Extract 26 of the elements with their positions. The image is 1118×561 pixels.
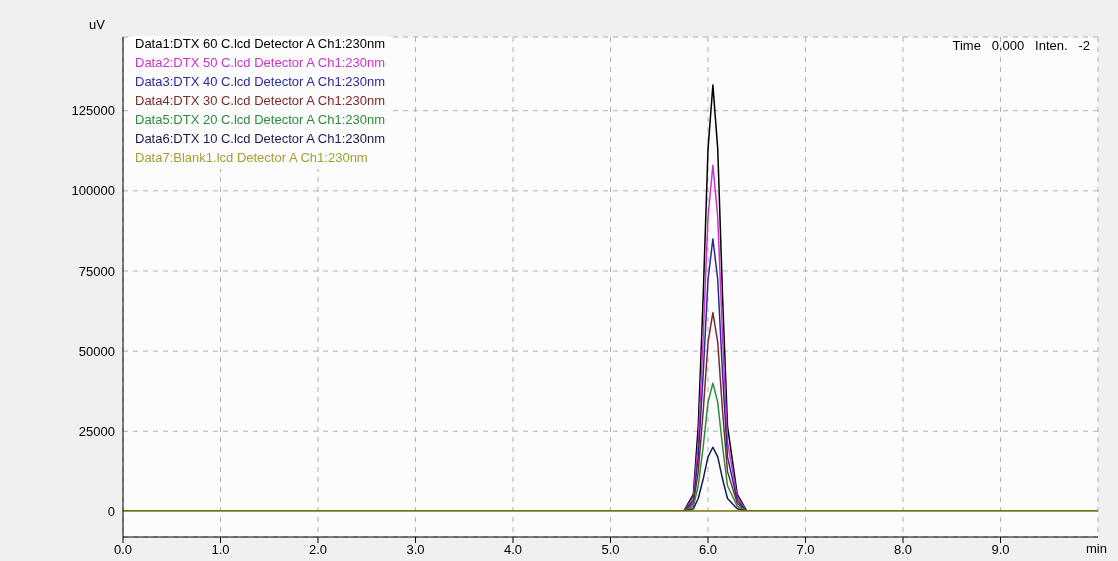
text: Data2:DTX 50 C.lcd Detector A Ch1:230nm	[135, 55, 386, 71]
y-tick-label: 100000	[71, 183, 115, 199]
x-tick-label: 2.0	[308, 542, 328, 558]
text: Data3:DTX 40 C.lcd Detector A Ch1:230nm	[135, 74, 386, 90]
y-tick-label: 75000	[78, 263, 115, 279]
text: Data5:DTX 20 C.lcd Detector A Ch1:230nm	[135, 112, 386, 128]
text: Data7:Blank1.lcd Detector A Ch1:230nm	[135, 150, 369, 166]
x-tick-label: 9.0	[991, 542, 1010, 558]
text: Data6:DTX 10 C.lcd Detector A Ch1:230nm	[135, 131, 386, 147]
y-tick-label: 125000	[71, 103, 115, 119]
x-tick-label: 0.0	[113, 542, 133, 558]
x-tick-label: 1.0	[211, 542, 230, 558]
annotation: Time 0.000 Inten. -2	[952, 38, 1090, 53]
x-tick-label: 8.0	[893, 542, 913, 558]
y-tick-label: 50000	[78, 343, 115, 359]
text: Data4:DTX 30 C.lcd Detector A Ch1:230nm	[135, 93, 386, 109]
x-tick-label: 5.0	[601, 542, 620, 558]
x-tick-label: 4.0	[503, 542, 523, 558]
x-tick-label: 3.0	[406, 542, 425, 558]
y-tick-label: 25000	[78, 423, 115, 439]
y-tick-label: 0	[107, 503, 115, 519]
text: Data1:DTX 60 C.lcd Detector A Ch1:230nm	[135, 36, 386, 52]
x-axis-title: min	[1086, 541, 1107, 556]
y-axis-title: uV	[89, 17, 105, 32]
x-tick-label: 6.0	[698, 542, 718, 558]
x-tick-label: 7.0	[796, 542, 815, 558]
